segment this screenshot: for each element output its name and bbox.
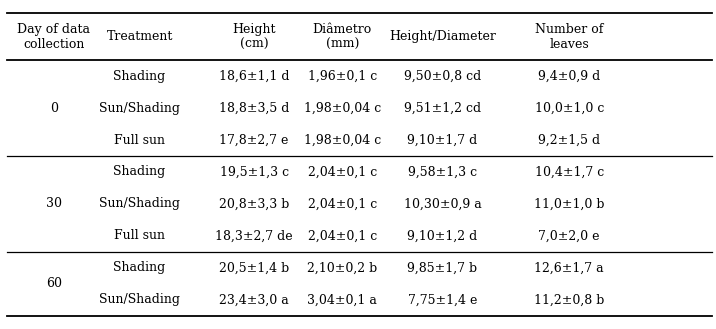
Text: 9,58±1,3 c: 9,58±1,3 c — [408, 165, 477, 178]
Text: 7,0±2,0 e: 7,0±2,0 e — [538, 229, 600, 242]
Text: 10,0±1,0 c: 10,0±1,0 c — [535, 102, 604, 114]
Text: 10,30±0,9 a: 10,30±0,9 a — [404, 197, 481, 211]
Text: 9,2±1,5 d: 9,2±1,5 d — [538, 134, 600, 146]
Text: Height/Diameter: Height/Diameter — [389, 30, 496, 43]
Text: 10,4±1,7 c: 10,4±1,7 c — [535, 165, 604, 178]
Text: Number of
leaves: Number of leaves — [535, 23, 604, 51]
Text: 2,04±0,1 c: 2,04±0,1 c — [308, 165, 377, 178]
Text: 9,50±0,8 cd: 9,50±0,8 cd — [404, 69, 481, 83]
Text: 2,10±0,2 b: 2,10±0,2 b — [307, 261, 377, 274]
Text: Sun/Shading: Sun/Shading — [99, 197, 180, 211]
Text: Height
(cm): Height (cm) — [233, 23, 276, 51]
Text: 9,85±1,7 b: 9,85±1,7 b — [407, 261, 478, 274]
Text: 3,04±0,1 a: 3,04±0,1 a — [307, 293, 377, 306]
Text: 2,04±0,1 c: 2,04±0,1 c — [308, 229, 377, 242]
Text: 23,4±3,0 a: 23,4±3,0 a — [219, 293, 289, 306]
Text: 2,04±0,1 c: 2,04±0,1 c — [308, 197, 377, 211]
Text: Diâmetro
(mm): Diâmetro (mm) — [313, 23, 372, 51]
Text: 18,6±1,1 d: 18,6±1,1 d — [219, 69, 289, 83]
Text: 60: 60 — [46, 277, 62, 291]
Text: 19,5±1,3 c: 19,5±1,3 c — [220, 165, 289, 178]
Text: Treatment: Treatment — [107, 30, 173, 43]
Text: 9,10±1,7 d: 9,10±1,7 d — [407, 134, 478, 146]
Text: Shading: Shading — [114, 261, 165, 274]
Text: 0: 0 — [49, 102, 58, 114]
Text: 9,10±1,2 d: 9,10±1,2 d — [407, 229, 478, 242]
Text: 1,96±0,1 c: 1,96±0,1 c — [308, 69, 377, 83]
Text: 18,3±2,7 de: 18,3±2,7 de — [216, 229, 293, 242]
Text: Shading: Shading — [114, 69, 165, 83]
Text: 12,6±1,7 a: 12,6±1,7 a — [534, 261, 604, 274]
Text: 11,0±1,0 b: 11,0±1,0 b — [534, 197, 604, 211]
Text: Shading: Shading — [114, 165, 165, 178]
Text: 9,51±1,2 cd: 9,51±1,2 cd — [404, 102, 481, 114]
Text: 1,98±0,04 c: 1,98±0,04 c — [304, 102, 381, 114]
Text: Day of data
collection: Day of data collection — [17, 23, 90, 51]
Text: 11,2±0,8 b: 11,2±0,8 b — [534, 293, 604, 306]
Text: 7,75±1,4 e: 7,75±1,4 e — [408, 293, 477, 306]
Text: Sun/Shading: Sun/Shading — [99, 102, 180, 114]
Text: Sun/Shading: Sun/Shading — [99, 293, 180, 306]
Text: 30: 30 — [46, 197, 62, 211]
Text: 20,5±1,4 b: 20,5±1,4 b — [219, 261, 289, 274]
Text: Full sun: Full sun — [114, 134, 165, 146]
Text: Full sun: Full sun — [114, 229, 165, 242]
Text: 1,98±0,04 c: 1,98±0,04 c — [304, 134, 381, 146]
Text: 20,8±3,3 b: 20,8±3,3 b — [219, 197, 289, 211]
Text: 9,4±0,9 d: 9,4±0,9 d — [538, 69, 600, 83]
Text: 18,8±3,5 d: 18,8±3,5 d — [219, 102, 289, 114]
Text: 17,8±2,7 e: 17,8±2,7 e — [220, 134, 289, 146]
